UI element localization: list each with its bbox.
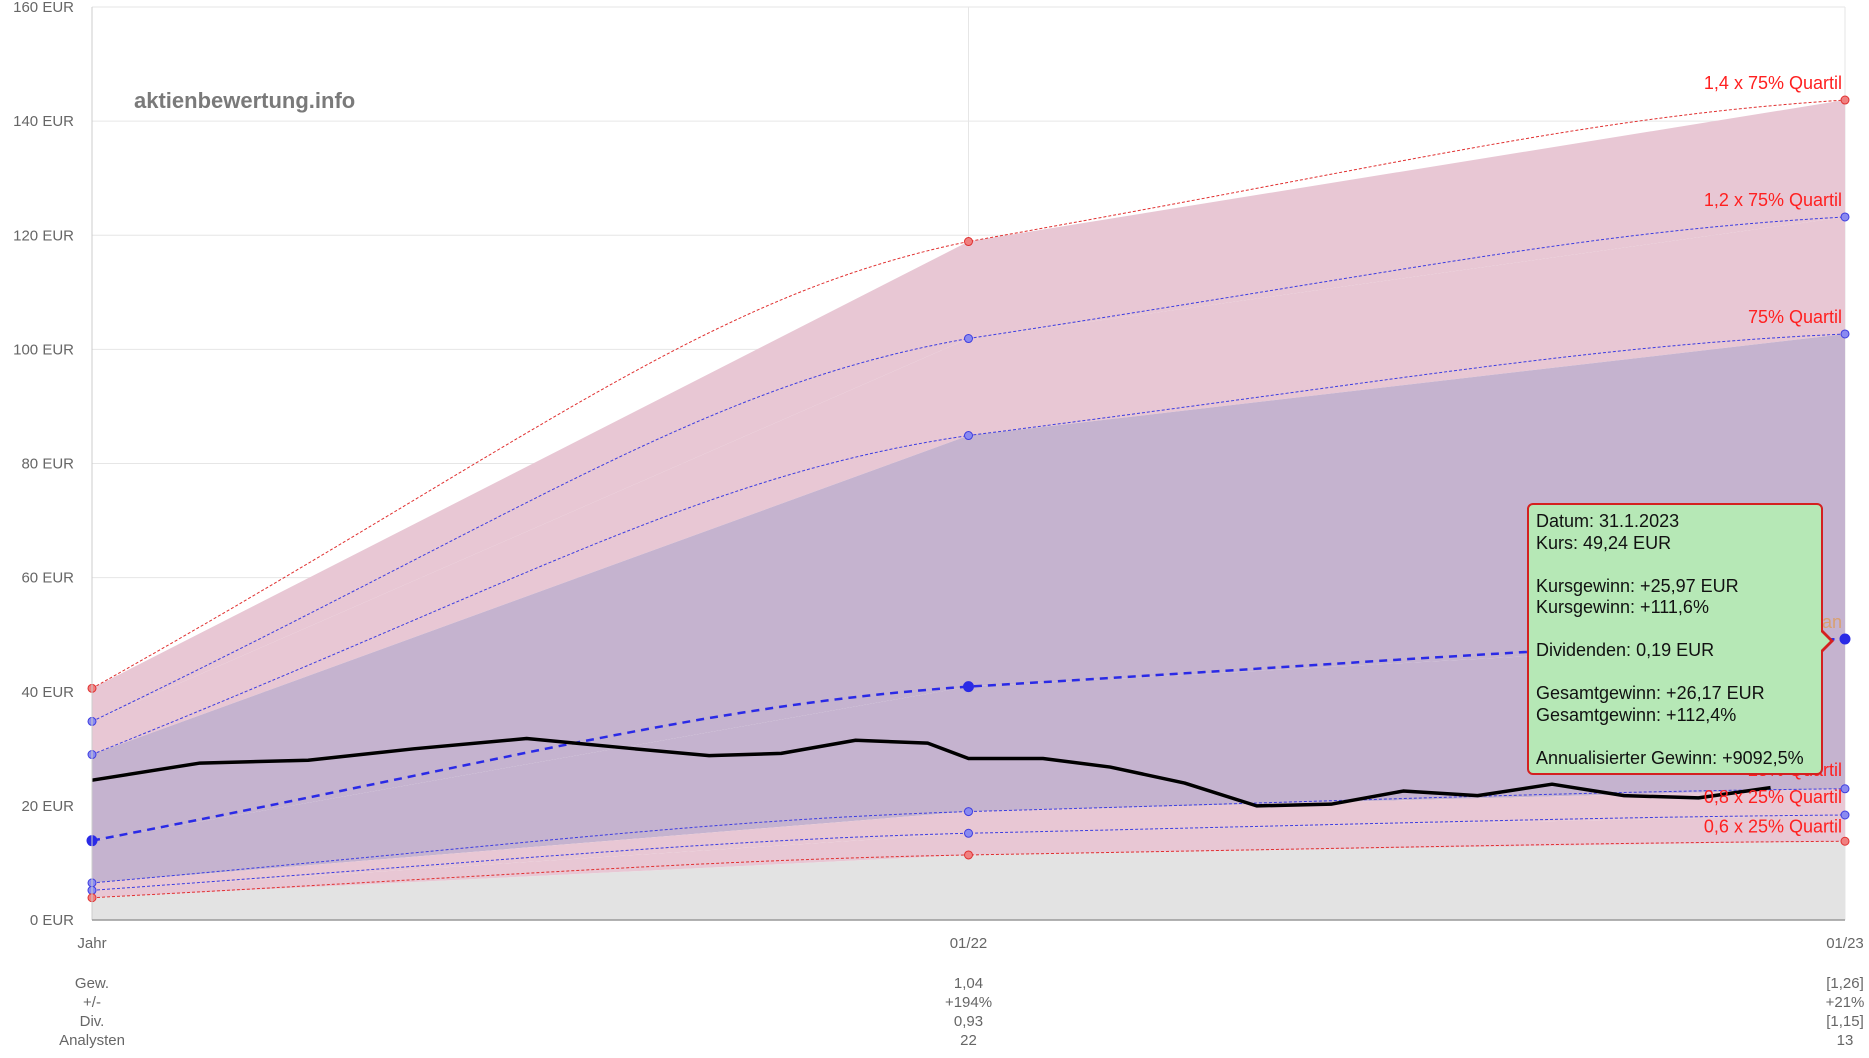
y-tick-label: 40 EUR	[21, 684, 74, 701]
tooltip-total-gain-abs: Gesamtgewinn: +26,17 EUR	[1536, 683, 1765, 703]
band-point	[964, 807, 973, 817]
tooltip-date: Datum: 31.1.2023	[1536, 511, 1680, 531]
x-tick-label: 01/22	[950, 935, 988, 952]
bottom-cell: 13	[1837, 1032, 1854, 1049]
bottom-cell: [1,26]	[1826, 975, 1864, 992]
x-tick-label: 01/23	[1826, 935, 1864, 952]
y-tick-label: 100 EUR	[13, 341, 74, 358]
bottom-cell: 1,04	[954, 975, 983, 992]
band-point	[1840, 810, 1850, 820]
band-point	[964, 850, 973, 860]
band-line	[91, 216, 1846, 722]
y-tick-label: 0 EUR	[30, 912, 74, 929]
y-tick-label: 140 EUR	[13, 113, 74, 130]
band-area	[92, 100, 1845, 722]
band-point	[964, 431, 973, 441]
x-axis: Jahr 01/22 01/23	[77, 919, 1864, 952]
watermark: aktienbewertung.info	[134, 88, 355, 113]
band-point	[1839, 633, 1851, 645]
band-line	[91, 814, 1846, 891]
band-point	[964, 237, 973, 247]
band-point	[964, 334, 973, 344]
tooltip-annualized-gain: Annualisierter Gewinn: +9092,5%	[1536, 747, 1804, 768]
tooltip: Datum: 31.1.2023 Kurs: 49,24 EUR Kursgew…	[1527, 503, 1823, 775]
band-area	[92, 333, 1845, 841]
y-tick-label: 120 EUR	[13, 227, 74, 244]
area-below-lowest-band	[92, 841, 1845, 920]
band-area	[92, 216, 1845, 755]
bottom-row-label: Analysten	[59, 1032, 125, 1049]
band-area	[92, 788, 1845, 891]
bottom-cell: 0,93	[954, 1013, 983, 1030]
band-label: 1,2 x 75% Quartil	[1704, 190, 1842, 210]
bottom-cell: +21%	[1826, 994, 1865, 1011]
band-label: 1,4 x 75% Quartil	[1704, 73, 1842, 93]
y-tick-label: 80 EUR	[21, 456, 74, 473]
band-point	[963, 681, 974, 693]
y-tick-label: 20 EUR	[21, 798, 74, 815]
tooltip-arrow-inner	[1820, 631, 1830, 651]
band-label: 0,8 x 25% Quartil	[1704, 787, 1842, 807]
tooltip-dividends: Dividenden: 0,19 EUR	[1536, 640, 1715, 660]
tooltip-total-gain-pct: Gesamtgewinn: +112,4%	[1536, 704, 1737, 725]
band-point	[1840, 784, 1850, 794]
tooltip-price-gain-abs: Kursgewinn: +25,97 EUR	[1536, 575, 1739, 596]
band-labels: 1,4 x 75% Quartil 1,2 x 75% Quartil 75% Qu…	[1704, 73, 1842, 836]
y-axis: 0 EUR 20 EUR 40 EUR 60 EUR 80 EUR 100 EUR 120 …	[13, 0, 93, 929]
bottom-cell: +194%	[945, 994, 992, 1011]
y-tick-label: 160 EUR	[13, 0, 74, 16]
bottom-cell: 22	[960, 1032, 977, 1049]
tooltip-price-gain-pct: Kursgewinn: +111,6%	[1536, 597, 1709, 617]
tooltip-price: Kurs: 49,24 EUR	[1536, 532, 1672, 553]
bottom-row-label: +/-	[83, 994, 101, 1011]
bottom-row-label: Gew.	[75, 975, 109, 992]
bottom-cell: [1,15]	[1826, 1013, 1864, 1030]
bottom-table: Gew. +/- Div. Analysten 1,04 +194% 0,93 22 [1,26…	[59, 975, 1864, 1049]
band-label: 75% Quartil	[1748, 307, 1842, 327]
band-point	[1840, 836, 1850, 846]
band-point	[1840, 329, 1850, 339]
band-area	[92, 639, 1845, 883]
band-label: 0,6 x 25% Quartil	[1704, 816, 1842, 836]
price-line	[91, 736, 1771, 808]
band-areas	[92, 100, 1845, 920]
band-point	[1840, 212, 1850, 222]
price-series-line	[91, 736, 1771, 808]
bottom-row-label: Div.	[80, 1013, 105, 1030]
band-point	[964, 828, 973, 838]
band-point	[1840, 95, 1850, 105]
x-tick-label: Jahr	[77, 935, 106, 952]
band-area	[92, 815, 1845, 898]
y-tick-label: 60 EUR	[21, 570, 74, 587]
